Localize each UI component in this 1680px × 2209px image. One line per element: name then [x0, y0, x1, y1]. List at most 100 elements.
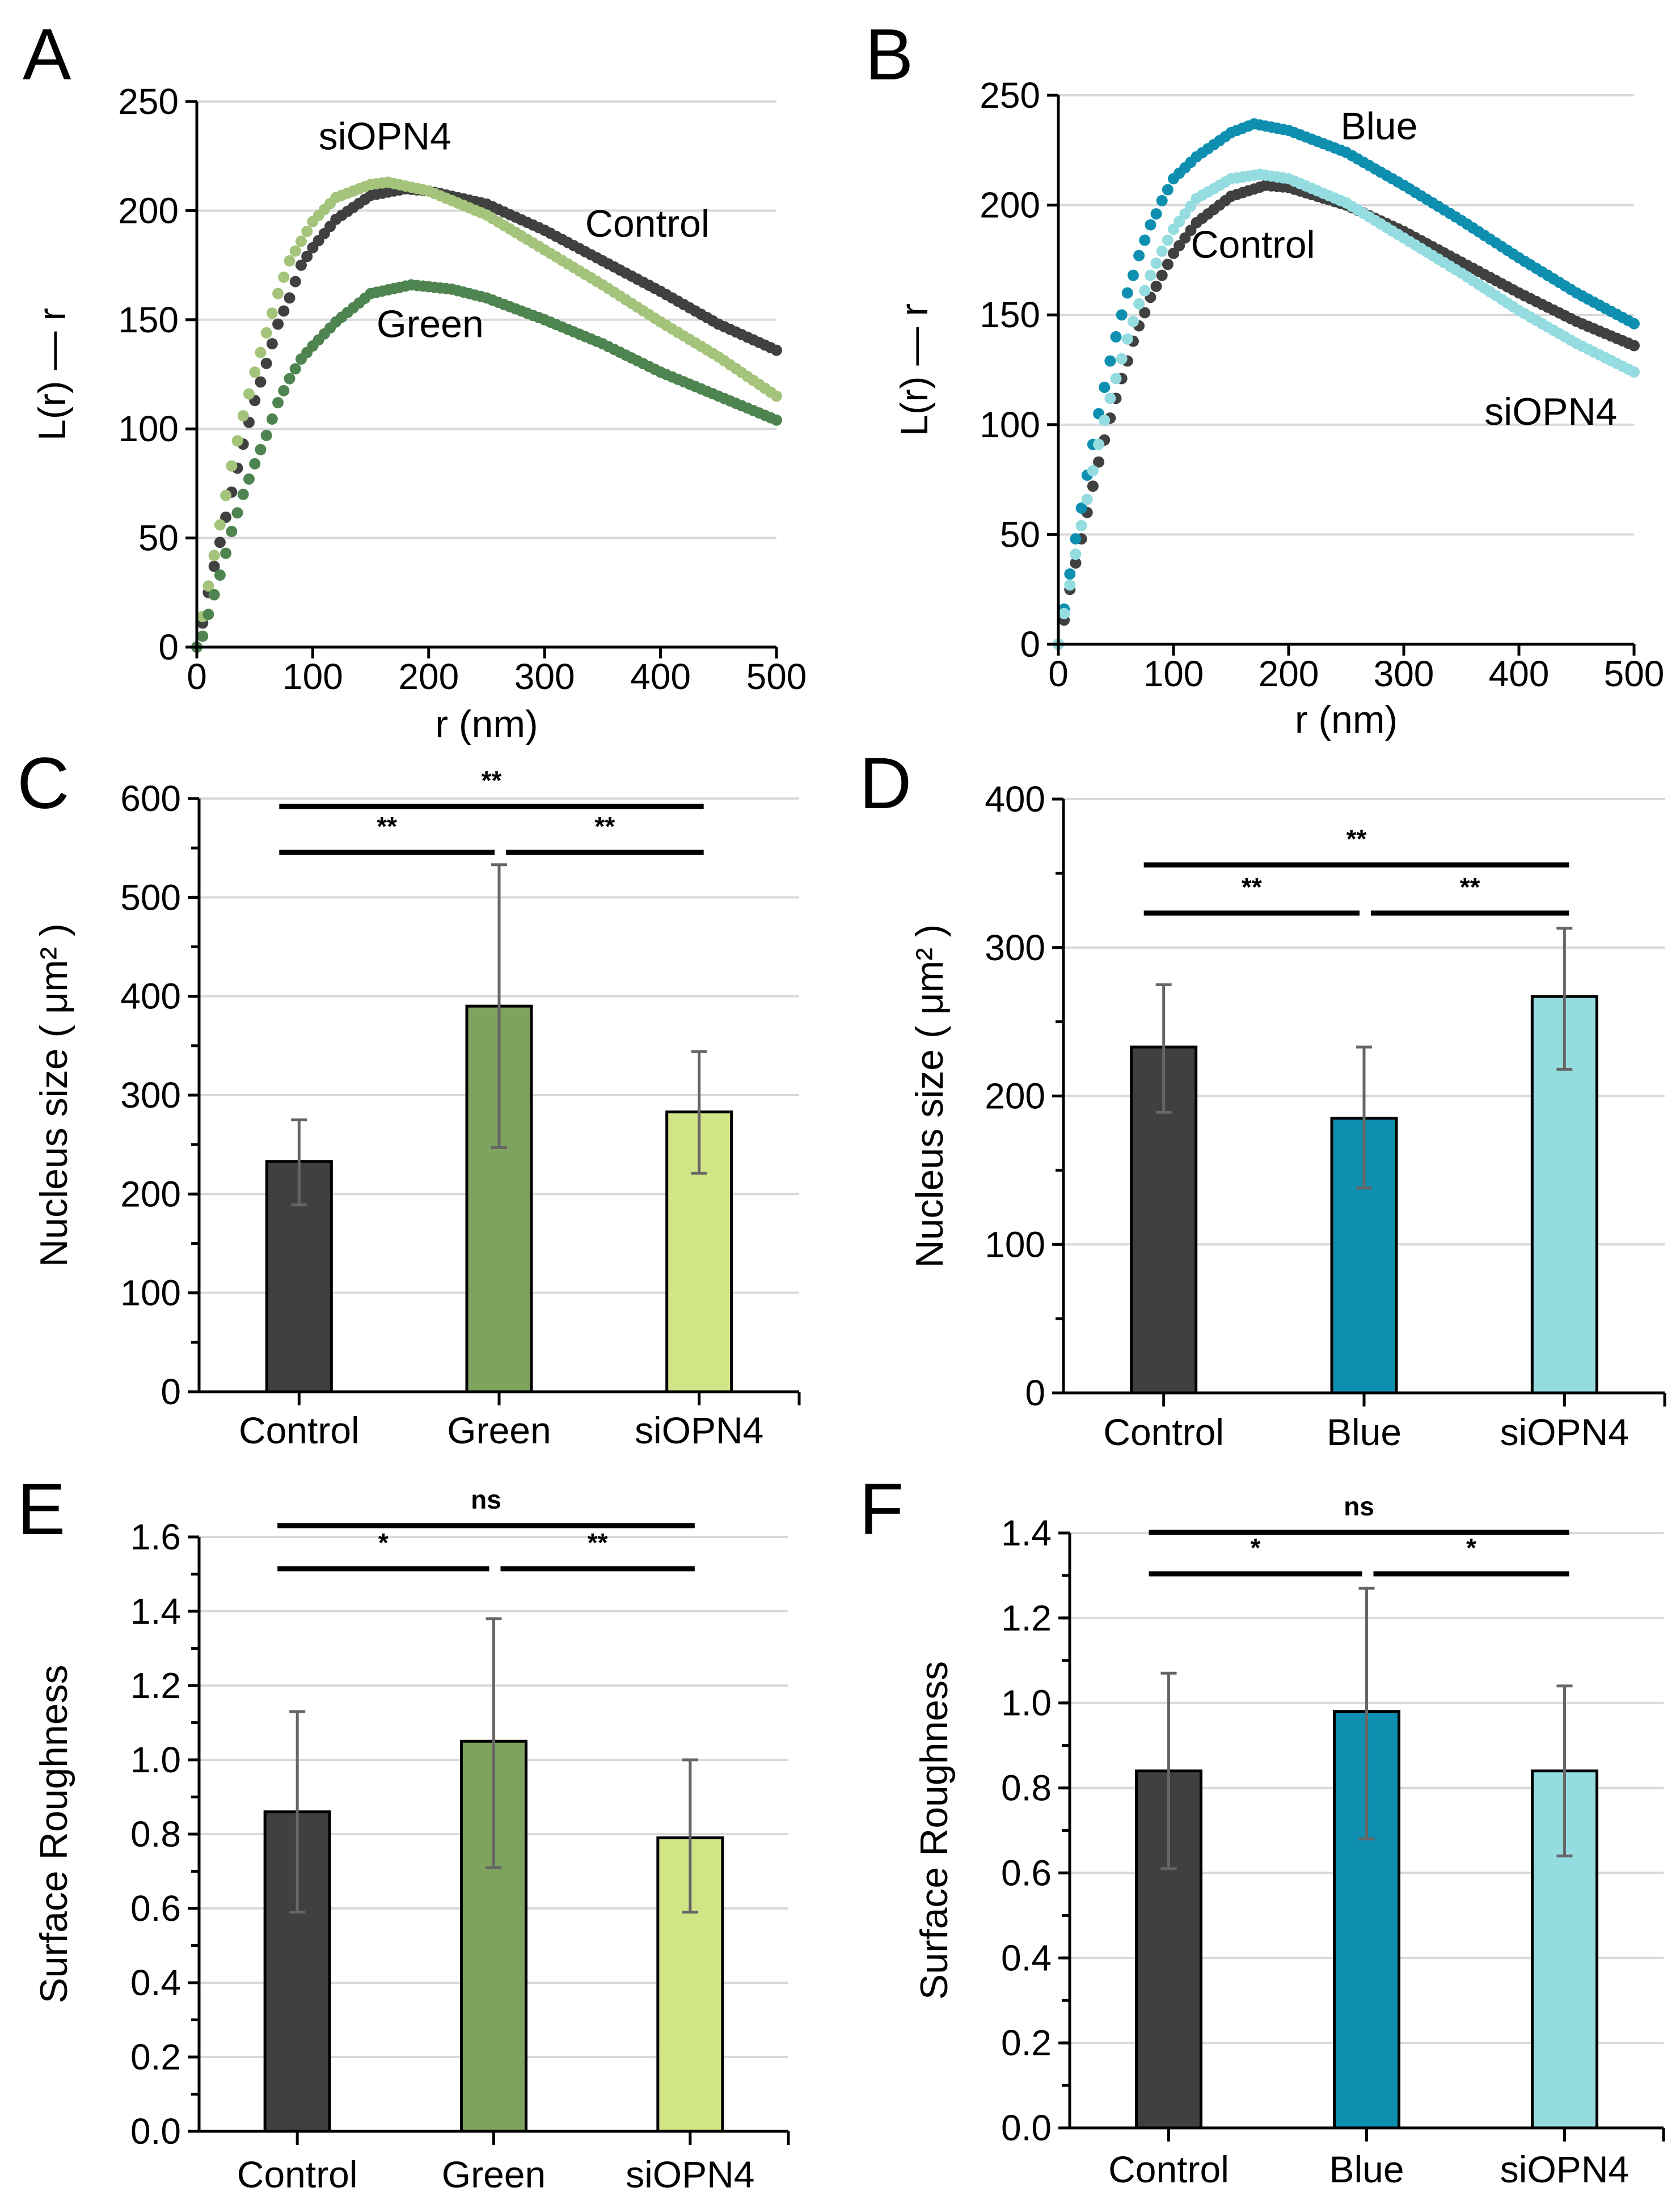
- data-point: [1145, 269, 1156, 281]
- data-point: [197, 630, 209, 642]
- y-tick-label: 200: [980, 185, 1040, 226]
- y-axis-title: Surface Roughness: [32, 1665, 75, 2003]
- y-tick-label: 150: [118, 299, 179, 340]
- data-point: [301, 251, 313, 263]
- significance-label: **: [482, 766, 502, 795]
- data-point: [243, 388, 255, 400]
- data-point: [1150, 257, 1162, 269]
- curve-label: Control: [1191, 223, 1315, 267]
- data-point: [1127, 269, 1139, 281]
- series-green: [191, 279, 782, 653]
- y-tick-label: 0.8: [130, 1814, 181, 1855]
- data-point: [1099, 381, 1111, 393]
- y-axis-title: Surface Roughness: [913, 1661, 956, 2000]
- data-point: [771, 344, 782, 356]
- y-tick-label: 0.6: [130, 1888, 181, 1929]
- category-label: siOPN4: [1500, 2148, 1629, 2190]
- x-tick-label: 300: [1374, 653, 1434, 694]
- y-tick-label: 400: [985, 779, 1045, 820]
- significance-label: **: [1460, 872, 1480, 902]
- significance-label: **: [1242, 872, 1262, 902]
- y-tick-label: 100: [118, 408, 179, 449]
- x-tick-label: 200: [398, 656, 459, 697]
- significance-label: **: [377, 812, 397, 841]
- data-point: [1087, 465, 1099, 477]
- y-axis-title: Nucleus size ( μm² ): [32, 923, 75, 1267]
- y-tick-label: 0.6: [1001, 1852, 1052, 1893]
- data-point: [771, 390, 782, 402]
- y-tick-label: 50: [138, 518, 179, 559]
- data-point: [295, 235, 307, 247]
- data-point: [1145, 219, 1156, 231]
- data-point: [1127, 315, 1139, 327]
- y-tick-label: 150: [980, 294, 1040, 335]
- data-point: [1150, 280, 1162, 292]
- y-axis-title: L(r) — r: [893, 303, 936, 436]
- data-point: [1628, 366, 1640, 378]
- data-point: [1110, 331, 1122, 343]
- y-tick-label: 250: [980, 75, 1040, 116]
- data-point: [260, 327, 272, 339]
- data-point: [220, 489, 232, 501]
- data-point: [1070, 548, 1082, 560]
- data-point: [214, 537, 226, 548]
- series-siopn4: [1053, 168, 1640, 650]
- data-point: [1087, 480, 1099, 492]
- data-point: [284, 292, 296, 304]
- data-point: [289, 363, 301, 375]
- data-point: [266, 338, 278, 350]
- panel-label: F: [859, 1469, 904, 1550]
- y-tick-label: 1.6: [130, 1517, 181, 1557]
- y-tick-label: 1.0: [130, 1739, 181, 1780]
- data-point: [1116, 309, 1128, 321]
- data-point: [1133, 250, 1145, 261]
- y-tick-label: 100: [985, 1224, 1045, 1265]
- data-point: [272, 318, 284, 330]
- category-label: Control: [239, 1409, 360, 1451]
- data-point: [1104, 355, 1116, 367]
- y-tick-label: 0.0: [1001, 2107, 1052, 2148]
- panel-label: E: [17, 1469, 65, 1550]
- y-tick-label: 100: [980, 404, 1040, 445]
- data-point: [231, 507, 243, 519]
- curve-label: Control: [585, 202, 710, 246]
- y-tick-label: 1.2: [1001, 1598, 1052, 1638]
- data-point: [208, 589, 220, 601]
- series-siopn4: [191, 176, 782, 653]
- data-point: [220, 547, 232, 559]
- series-blue: [1053, 118, 1640, 650]
- category-label: siOPN4: [635, 1409, 763, 1451]
- data-point: [1070, 557, 1082, 569]
- y-tick-label: 1.0: [1001, 1683, 1052, 1724]
- data-point: [289, 276, 301, 288]
- significance-label: **: [1346, 824, 1367, 854]
- panel-c: C 0 100 200 300 400 500 600 Nucleus size ( μm² )…: [17, 743, 801, 1451]
- category-label: Blue: [1327, 1411, 1402, 1453]
- y-axis-title: Nucleus size ( μm² ): [908, 924, 951, 1268]
- data-point: [249, 458, 261, 470]
- category-label: siOPN4: [1500, 1411, 1629, 1453]
- category-label: Green: [447, 1409, 551, 1451]
- panel-a: A 0 50 100 150 200 250 L(r) — r 0 100 200 300 400 500…: [23, 14, 807, 746]
- data-point: [1628, 340, 1640, 352]
- significance-label: *: [1466, 1533, 1476, 1562]
- data-point: [1093, 438, 1105, 450]
- data-point: [278, 271, 290, 283]
- y-tick-label: 200: [985, 1076, 1045, 1117]
- y-tick-label: 0.4: [130, 1962, 181, 2003]
- y-tick-label: 1.2: [130, 1665, 181, 1706]
- significance-label: ns: [471, 1485, 501, 1514]
- data-point: [1093, 456, 1105, 468]
- panel-f: F 0.0 0.2 0.4 0.6 0.8 1.0 1.2 1.4 Surface Roughne…: [859, 1469, 1665, 2190]
- x-tick-label: 400: [630, 656, 691, 697]
- data-point: [231, 435, 243, 447]
- data-point: [243, 473, 255, 485]
- x-tick-label: 100: [1143, 653, 1204, 694]
- y-tick-label: 300: [120, 1075, 181, 1116]
- data-point: [202, 580, 214, 592]
- data-point: [1139, 285, 1151, 297]
- panel-label: D: [859, 743, 911, 824]
- significance-label: **: [588, 1528, 608, 1557]
- x-tick-label: 300: [514, 656, 575, 697]
- data-point: [1075, 519, 1087, 531]
